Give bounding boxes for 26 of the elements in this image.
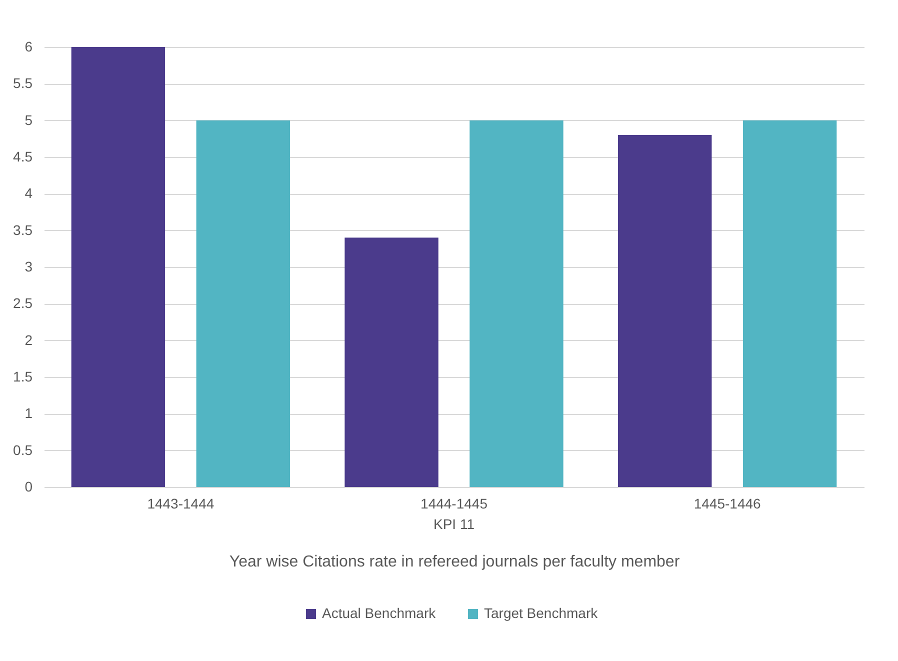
y-tick-label: 2.5	[13, 295, 33, 312]
y-tick-label: 3.5	[13, 222, 33, 238]
y-tick-label: 0	[24, 478, 33, 494]
y-tick-label: 0.5	[13, 442, 33, 458]
bar	[470, 120, 564, 487]
x-tick-label: 1443-1444	[147, 496, 214, 512]
x-tick-label: 1445-1446	[694, 496, 762, 512]
y-tick-label: 1	[24, 405, 33, 422]
legend-label: Target Benchmark	[484, 605, 599, 621]
bar	[71, 47, 166, 487]
y-tick-label: 4	[24, 185, 33, 202]
bar	[742, 120, 837, 487]
y-tick-label: 6	[24, 38, 33, 54]
text: KPI 11	[434, 516, 475, 532]
bar	[344, 238, 438, 487]
y-tick-label: 5.5	[13, 75, 33, 92]
x-axis-title: Year wise Citations rate in refereed journals per faculty member	[229, 554, 680, 570]
bar	[618, 135, 712, 487]
y-tick-label: 4.5	[13, 148, 33, 164]
y-tick-label: 5	[24, 112, 33, 128]
y-tick-label: 1.5	[13, 368, 33, 384]
x-tick-label: 1444-1445	[420, 496, 488, 512]
bar	[196, 120, 290, 487]
y-tick-label: 2	[24, 332, 33, 348]
y-tick-label: 3	[24, 258, 33, 274]
legend-label: Actual Benchmark	[322, 605, 437, 621]
